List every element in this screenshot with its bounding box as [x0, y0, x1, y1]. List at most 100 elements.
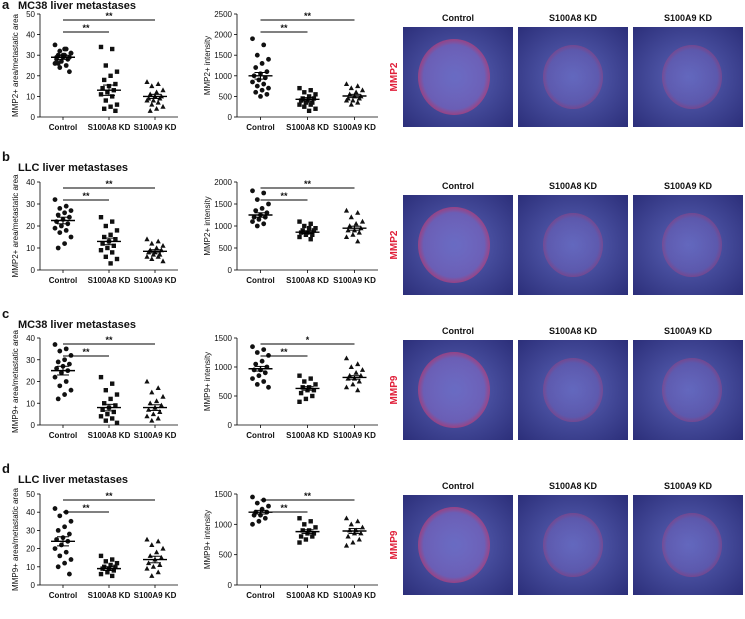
y-tick-label: 20: [26, 72, 35, 81]
data-point: [264, 210, 270, 216]
data-point: [350, 539, 356, 545]
data-point: [297, 234, 302, 240]
data-point: [250, 188, 255, 194]
data-point: [303, 232, 309, 237]
data-point: [114, 420, 120, 426]
data-point: [114, 228, 120, 233]
data-point: [355, 210, 361, 215]
data-point: [297, 399, 302, 404]
y-axis-label: MMP2+ intensity: [203, 196, 212, 255]
data-point: [310, 232, 315, 237]
significance-label: **: [82, 347, 90, 357]
data-point: [160, 103, 166, 109]
significance-label: **: [280, 191, 288, 201]
data-point: [254, 500, 260, 506]
metastasis: [662, 513, 722, 577]
significance-label: **: [82, 23, 90, 33]
error-bar: [149, 93, 161, 99]
image-header: Control: [442, 326, 474, 336]
data-point: [254, 197, 260, 203]
x-tick-label: S100A9 KD: [333, 591, 376, 600]
panel-title: MC38 liver metastases: [18, 319, 136, 331]
data-point: [144, 565, 150, 571]
data-point: [308, 237, 313, 242]
data-point: [105, 570, 110, 575]
significance-label: **: [280, 347, 288, 357]
data-point: [358, 372, 364, 378]
image-header: S100A9 KD: [664, 13, 713, 23]
data-point: [261, 81, 267, 87]
data-point: [347, 223, 353, 228]
data-point: [266, 353, 271, 358]
y-tick-label: 40: [26, 508, 35, 517]
data-point: [157, 409, 163, 414]
data-point: [303, 537, 309, 542]
data-point: [144, 79, 150, 84]
data-point: [110, 381, 115, 386]
data-point: [98, 92, 104, 97]
data-point: [154, 398, 160, 404]
x-tick-label: S100A8 KD: [286, 591, 329, 600]
panel-letter: a: [2, 0, 10, 12]
data-point: [59, 223, 64, 229]
data-point: [111, 409, 116, 415]
significance-label: **: [280, 23, 288, 33]
data-point: [114, 392, 120, 397]
error-bar: [57, 536, 69, 547]
data-point: [52, 342, 58, 347]
data-point: [68, 234, 74, 240]
image-header: S100A8 KD: [549, 326, 598, 336]
data-point: [98, 374, 104, 380]
x-tick-label: S100A9 KD: [134, 591, 177, 600]
data-point: [105, 90, 110, 95]
y-axis-label: MMP9+ intensity: [203, 510, 212, 569]
data-point: [57, 206, 63, 211]
data-point: [350, 232, 356, 237]
data-point: [144, 536, 150, 542]
data-point: [67, 214, 72, 220]
data-point: [350, 381, 356, 387]
x-tick-label: S100A8 KD: [88, 123, 131, 132]
data-point: [154, 89, 160, 95]
data-point: [144, 236, 150, 242]
y-tick-label: 2500: [214, 10, 232, 19]
data-point: [266, 85, 271, 91]
data-point: [158, 554, 164, 560]
data-point: [308, 376, 313, 381]
y-tick-label: 1000: [214, 363, 232, 372]
image-header: Control: [442, 181, 474, 191]
metastasis: [418, 507, 490, 583]
x-tick-label: S100A9 KD: [333, 123, 376, 132]
data-point: [343, 207, 350, 213]
y-tick-label: 500: [219, 244, 233, 253]
x-tick-label: S100A8 KD: [88, 591, 131, 600]
y-tick-label: 1500: [214, 200, 232, 209]
data-point: [261, 42, 267, 48]
data-point: [259, 87, 265, 93]
data-point: [62, 524, 67, 530]
panel-letter: d: [2, 461, 10, 476]
error-bar: [149, 555, 161, 564]
data-point: [147, 553, 153, 558]
significance-label: **: [82, 503, 90, 513]
data-point: [306, 528, 312, 533]
data-point: [355, 518, 361, 524]
data-point: [348, 521, 354, 527]
data-point: [149, 389, 155, 395]
data-point: [253, 65, 259, 70]
data-point: [149, 256, 155, 261]
y-axis-label: MMP2+ intensity: [203, 36, 212, 95]
data-point: [313, 525, 318, 530]
data-point: [113, 81, 118, 87]
data-point: [154, 245, 160, 250]
y-tick-label: 20: [26, 222, 35, 231]
data-point: [302, 104, 307, 109]
stain-label: MMP2: [389, 230, 400, 259]
data-point: [110, 219, 115, 224]
data-point: [266, 56, 271, 62]
y-tick-label: 20: [26, 378, 35, 387]
x-tick-label: Control: [49, 123, 77, 132]
data-point: [98, 248, 104, 253]
data-point: [111, 243, 116, 248]
data-point: [62, 392, 67, 397]
